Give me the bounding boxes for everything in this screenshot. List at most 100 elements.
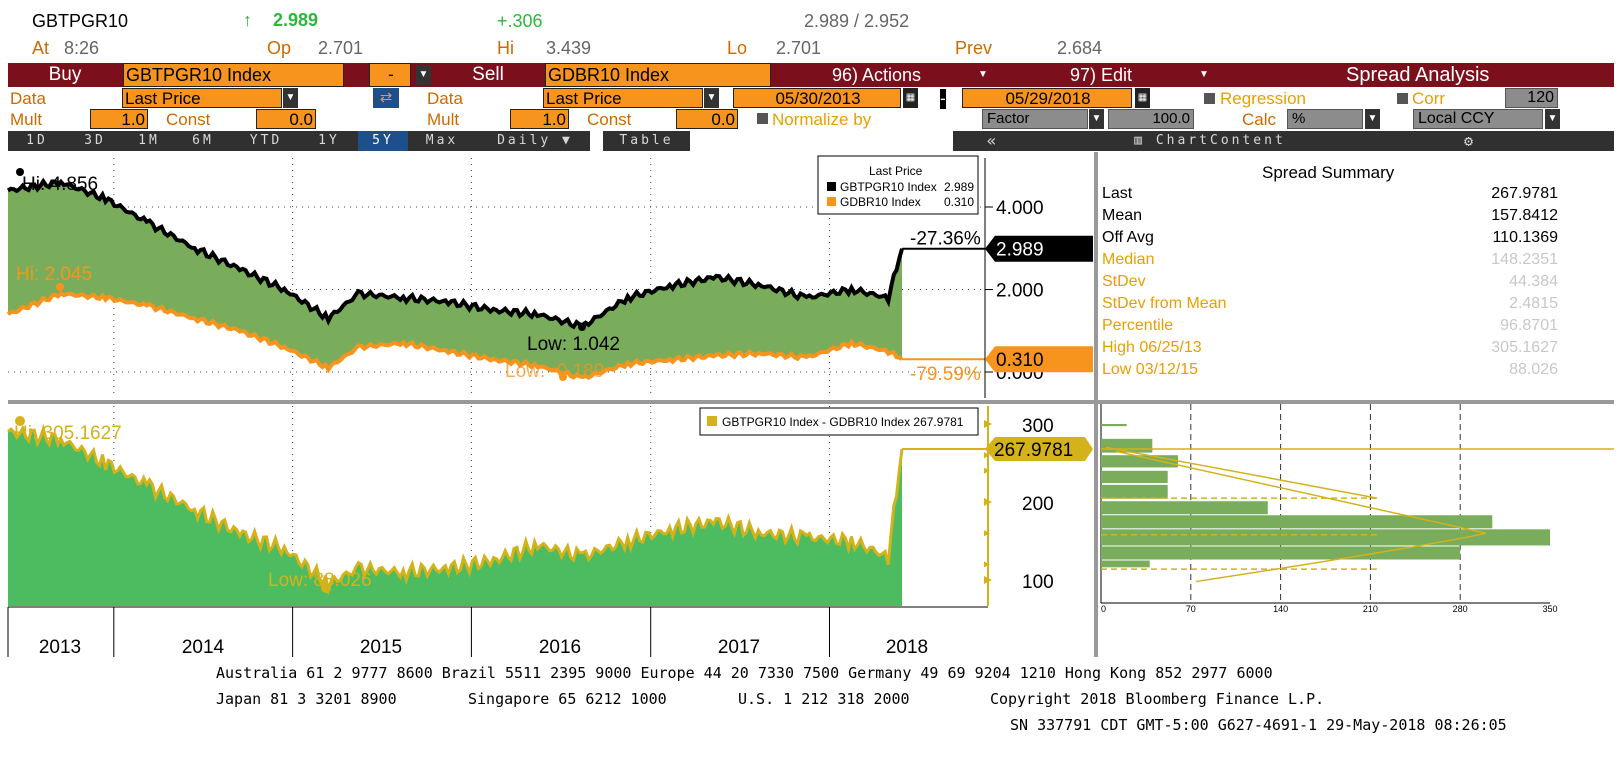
sell-button[interactable]: Sell bbox=[472, 64, 504, 85]
summary-row-value: 88.026 bbox=[1509, 361, 1558, 378]
low-value: 2.701 bbox=[776, 38, 822, 58]
summary-row-value: 2.4815 bbox=[1509, 295, 1558, 312]
period-tab-3d[interactable]: 3D bbox=[84, 133, 106, 148]
gear-icon[interactable]: ⚙ bbox=[1463, 132, 1477, 150]
buy-mult-field[interactable]: 1.0 bbox=[90, 109, 148, 129]
summary-row-label: Low 03/12/15 bbox=[1102, 361, 1199, 378]
operator-select[interactable]: - bbox=[369, 63, 411, 87]
top-legend-swatch-black bbox=[827, 182, 836, 191]
currency-select[interactable]: Local CCY bbox=[1413, 109, 1543, 129]
corr-window-field[interactable]: 120 bbox=[1505, 88, 1558, 108]
last-price: 2.989 bbox=[273, 10, 319, 30]
calc-select[interactable]: % bbox=[1287, 109, 1363, 129]
edit-menu[interactable]: 97) Edit bbox=[1070, 65, 1133, 85]
calc-dropdown-icon[interactable]: ▼ bbox=[1365, 109, 1380, 129]
operator-dropdown-icon[interactable]: ▼ bbox=[416, 65, 431, 85]
sell-mult-label: Mult bbox=[427, 110, 460, 129]
frequency-select[interactable]: Daily ▼ bbox=[497, 133, 573, 148]
buy-security-field[interactable]: GBTPGR10 Index bbox=[123, 63, 344, 87]
sell-data-label: Data bbox=[427, 89, 463, 108]
footer-phone-us: U.S. 1 212 318 2000 bbox=[738, 690, 910, 708]
bottom-y-minor-tick bbox=[984, 530, 990, 537]
summary-row-value: 110.1369 bbox=[1492, 229, 1558, 246]
factor-value-field[interactable]: 100.0 bbox=[1108, 109, 1194, 129]
summary-row-value: 267.9781 bbox=[1491, 185, 1558, 202]
normalize-label: Normalize by bbox=[772, 110, 872, 129]
swap-icon[interactable]: ⇄ bbox=[373, 88, 399, 108]
period-tab-max[interactable]: Max bbox=[425, 133, 459, 148]
top-legend-value-2: 0.310 bbox=[944, 195, 974, 209]
histogram-bar bbox=[1101, 424, 1127, 427]
histogram-x-tick-label: 350 bbox=[1542, 604, 1557, 614]
spread-hi-label: Hi: 305.1627 bbox=[14, 423, 122, 444]
table-button[interactable]: Table bbox=[619, 133, 674, 148]
buy-data-dropdown-icon[interactable]: ▼ bbox=[283, 88, 298, 108]
sell-data-field[interactable]: Last Price bbox=[543, 88, 703, 108]
buy-data-field[interactable]: Last Price bbox=[122, 88, 282, 108]
period-tab-ytd[interactable]: YTD bbox=[249, 133, 283, 148]
collapse-button[interactable]: « bbox=[986, 131, 1000, 150]
histogram-bar bbox=[1101, 501, 1268, 515]
bottom-legend-label: GBTPGR10 Index - GDBR10 Index 267.9781 bbox=[722, 415, 964, 429]
end-date-field[interactable]: 05/29/2018 bbox=[962, 88, 1132, 108]
buy-const-field[interactable]: 0.0 bbox=[256, 109, 316, 129]
prev-value: 2.684 bbox=[1057, 38, 1103, 58]
gdbr10-hi-label: Hi: 2.045 bbox=[16, 264, 92, 285]
summary-title: Spread Summary bbox=[1262, 163, 1395, 182]
period-tab-6m[interactable]: 6M bbox=[192, 133, 214, 148]
gdbr10-series-line bbox=[6, 290, 904, 381]
footer-phone-japan: Japan 81 3 3201 8900 bbox=[216, 690, 397, 708]
chart-content-button[interactable]: ▥ ChartContent bbox=[1100, 131, 1320, 151]
histogram-bar bbox=[1101, 546, 1461, 560]
spread-low-label: Low: 88.026 bbox=[268, 570, 372, 591]
top-y-tick-label: 4.000 bbox=[996, 198, 1044, 219]
start-date-field[interactable]: 05/30/2013 bbox=[733, 88, 901, 108]
spread-last-tag bbox=[985, 436, 1093, 461]
sell-security-field[interactable]: GDBR10 Index bbox=[545, 63, 771, 87]
period-tab-1m[interactable]: 1M bbox=[138, 133, 160, 148]
sell-data-dropdown-icon[interactable]: ▼ bbox=[704, 88, 719, 108]
summary-row-value: 96.8701 bbox=[1500, 317, 1558, 334]
start-calendar-icon[interactable]: ▦ bbox=[903, 88, 918, 108]
gbtpgr10-hi-label: Hi: 4.856 bbox=[22, 174, 98, 195]
top-legend-title: Last Price bbox=[869, 164, 923, 178]
histogram-bar bbox=[1101, 560, 1150, 568]
end-calendar-icon[interactable]: ▦ bbox=[1135, 88, 1150, 108]
sell-mult-field[interactable]: 1.0 bbox=[510, 109, 569, 129]
bottom-y-minor-tick bbox=[984, 452, 990, 459]
gdbr10-last-tag bbox=[985, 346, 1093, 373]
summary-row: StDev from Mean 2.4815 bbox=[1102, 293, 1558, 315]
actions-menu[interactable]: 96) Actions bbox=[832, 65, 922, 85]
corr-checkbox[interactable] bbox=[1397, 93, 1408, 104]
normalize-checkbox[interactable] bbox=[757, 113, 768, 124]
bottom-legend-swatch bbox=[707, 416, 717, 426]
sell-const-field[interactable]: 0.0 bbox=[676, 109, 738, 129]
buy-button[interactable]: Buy bbox=[48, 64, 82, 85]
top-legend-label-1: GBTPGR10 Index bbox=[840, 180, 937, 194]
buy-const-label: Const bbox=[166, 110, 211, 129]
actions-chevron-icon: ▼ bbox=[978, 69, 988, 80]
top-legend-swatch-orange bbox=[827, 197, 836, 206]
period-tab-1d[interactable]: 1D bbox=[26, 133, 48, 148]
summary-divider bbox=[1094, 152, 1098, 657]
summary-row-label: Off Avg bbox=[1102, 229, 1154, 246]
period-tab-1y[interactable]: 1Y bbox=[318, 133, 340, 148]
page-title: Spread Analysis bbox=[1346, 64, 1490, 86]
summary-row: Median 148.2351 bbox=[1102, 249, 1558, 271]
period-tab-5y[interactable]: 5Y bbox=[358, 131, 408, 151]
net-change: +.306 bbox=[497, 11, 543, 31]
bottom-y-tick bbox=[984, 498, 992, 506]
bottom-y-tick-label: 200 bbox=[1022, 494, 1054, 515]
bottom-y-minor-tick bbox=[984, 561, 990, 568]
top-legend bbox=[817, 155, 979, 215]
normalize-factor-select[interactable]: Factor bbox=[982, 109, 1088, 129]
factor-dropdown-icon[interactable]: ▼ bbox=[1089, 109, 1104, 129]
ticker: GBTPGR10 bbox=[32, 11, 129, 31]
currency-dropdown-icon[interactable]: ▼ bbox=[1545, 109, 1560, 129]
regression-checkbox[interactable] bbox=[1204, 93, 1215, 104]
gbtpgr10-change-label: -27.36% bbox=[910, 229, 981, 250]
summary-row-label: StDev bbox=[1102, 273, 1146, 290]
table-bar bbox=[603, 131, 690, 151]
summary-row-label: Mean bbox=[1102, 207, 1143, 224]
